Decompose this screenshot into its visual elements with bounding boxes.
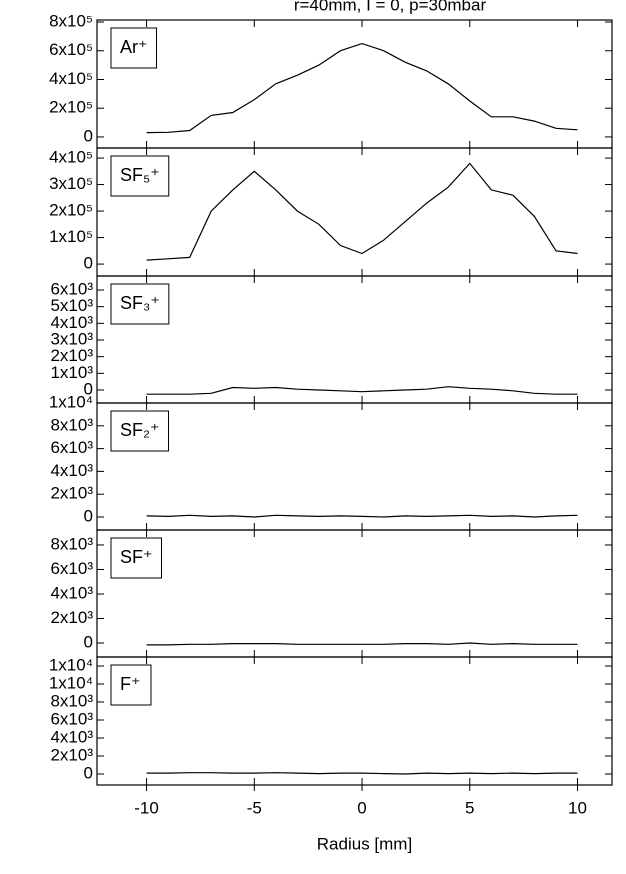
legend-box [110, 410, 169, 452]
y-tick-label: 2x10³ [50, 608, 93, 627]
y-tick-label: 6x10³ [50, 709, 93, 728]
panel-frame [96, 656, 613, 786]
legend-box [110, 155, 170, 197]
y-tick-label: 1x10⁴ [49, 392, 93, 411]
y-tick-label: 2x10³ [50, 346, 93, 365]
y-tick-label: 3x10³ [50, 329, 93, 348]
chart-title: r=40mm, I = 0, p=30mbar [294, 0, 487, 14]
data-line [146, 514, 578, 518]
panel-frame [96, 147, 613, 277]
legend-label: F⁺ [120, 674, 141, 694]
data-line [146, 642, 578, 646]
y-tick-label: 4x10⁵ [49, 69, 93, 88]
y-tick-label: 3x10⁵ [49, 174, 93, 193]
y-tick-label: 8x10³ [50, 534, 93, 553]
y-tick-label: 1x10⁵ [49, 227, 93, 246]
legend-label: SF₃⁺ [120, 293, 160, 313]
x-tick-label: 0 [357, 798, 366, 817]
y-tick-label: 0 [84, 764, 93, 783]
y-tick-label: 6x10³ [50, 559, 93, 578]
y-tick-label: 4x10³ [50, 583, 93, 602]
x-tick-label: 10 [568, 798, 587, 817]
y-tick-label: 8x10³ [50, 415, 93, 434]
y-tick-label: 0 [84, 506, 93, 525]
y-tick-label: 1x10³ [50, 363, 93, 382]
y-tick-label: 4x10³ [50, 313, 93, 332]
panel-frame [96, 275, 613, 404]
x-axis-label: Radius [mm] [317, 834, 412, 853]
y-tick-label: 2x10³ [50, 484, 93, 503]
data-line [146, 42, 578, 134]
y-tick-label: 2x10⁵ [49, 98, 93, 117]
panel-frame [96, 402, 613, 531]
legend-box [110, 537, 163, 579]
y-tick-label: 6x10³ [50, 438, 93, 457]
x-tick-label: -10 [134, 798, 159, 817]
legend-box [110, 283, 170, 325]
y-tick-label: 4x10³ [50, 461, 93, 480]
legend-label: SF₂⁺ [120, 420, 160, 440]
legend-box [110, 27, 158, 69]
legend-label: Ar⁺ [120, 37, 148, 57]
y-tick-label: 2x10³ [50, 745, 93, 764]
y-tick-label: 8x10⁵ [49, 11, 93, 30]
y-tick-label: 6x10⁵ [49, 40, 93, 59]
y-tick-label: 4x10⁵ [49, 148, 93, 167]
y-tick-label: 4x10³ [50, 727, 93, 746]
panel-frame [96, 19, 613, 149]
legend-label: SF⁺ [120, 547, 153, 567]
panel-frame [96, 529, 613, 658]
y-tick-label: 0 [84, 633, 93, 652]
x-tick-label: 5 [465, 798, 474, 817]
y-tick-label: 1x10⁴ [49, 655, 93, 674]
y-tick-label: 1x10⁴ [49, 673, 93, 692]
legend-label: SF₅⁺ [120, 165, 160, 185]
data-line [146, 772, 578, 775]
y-tick-label: 6x10³ [50, 279, 93, 298]
y-tick-label: 5x10³ [50, 296, 93, 315]
y-tick-label: 0 [84, 379, 93, 398]
x-tick-label: -5 [247, 798, 262, 817]
y-tick-label: 2x10⁵ [49, 201, 93, 220]
data-line [146, 162, 578, 261]
legend-box [110, 664, 152, 706]
y-tick-label: 0 [84, 254, 93, 273]
data-line [146, 386, 578, 395]
y-tick-label: 0 [84, 126, 93, 145]
y-tick-label: 8x10³ [50, 691, 93, 710]
